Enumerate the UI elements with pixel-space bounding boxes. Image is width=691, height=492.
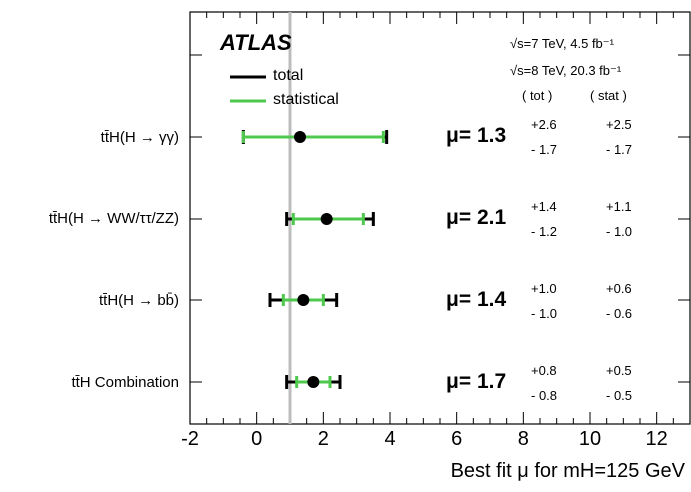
category-label: tt̄H(H → WW/ττ/ZZ): [48, 210, 179, 227]
legend-stat-label: statistical: [273, 91, 339, 108]
mu-point: [320, 213, 333, 225]
stat-down: - 1.7: [606, 142, 633, 157]
x-tick-label: 0: [251, 428, 263, 450]
mu-point: [307, 376, 320, 388]
stat-up: +0.6: [606, 281, 632, 296]
mu-value: μ= 2.1: [446, 206, 507, 229]
x-tick-label: 8: [517, 428, 529, 450]
category-label: tt̄H(H → γγ): [100, 129, 179, 146]
x-tick-label: 2: [317, 428, 329, 450]
mu-point: [294, 131, 306, 143]
atlas-logo: ATLAS: [220, 30, 292, 55]
tot-down: - 1.0: [531, 306, 558, 321]
mu-point: [297, 294, 310, 306]
tot-down: - 1.7: [531, 142, 558, 157]
stat-up: +1.1: [606, 199, 632, 214]
x-tick-label: 4: [384, 428, 396, 450]
energy-line-8tev: √s=8 TeV, 20.3 fb⁻¹: [510, 63, 622, 78]
header-stat: ( stat ): [590, 88, 627, 103]
x-tick-label: 12: [645, 428, 668, 450]
header-tot: ( tot ): [522, 88, 553, 103]
stat-down: - 0.6: [606, 306, 633, 321]
stat-down: - 0.5: [606, 388, 633, 403]
tot-down: - 0.8: [531, 388, 558, 403]
tot-up: +1.0: [531, 281, 557, 296]
tot-up: +1.4: [531, 199, 557, 214]
mu-value: μ= 1.3: [446, 124, 507, 147]
mu-value: μ= 1.7: [446, 370, 507, 393]
x-axis-title: Best fit μ for mH=125 GeV: [450, 460, 685, 482]
energy-line-7tev: √s=7 TeV, 4.5 fb⁻¹: [510, 36, 614, 51]
y-axis-ticks: [190, 54, 690, 383]
x-tick-label: 10: [578, 428, 602, 450]
error-bars: [241, 130, 389, 389]
x-tick-label: -2: [181, 428, 199, 450]
mu-value: μ= 1.4: [446, 288, 507, 311]
category-label: tt̄H Combination: [71, 374, 179, 391]
x-tick-label: 6: [451, 428, 463, 450]
tot-up: +0.8: [531, 363, 557, 378]
stat-up: +0.5: [606, 363, 632, 378]
legend-total-label: total: [273, 67, 304, 84]
stat-down: - 1.0: [606, 224, 633, 239]
tot-down: - 1.2: [531, 224, 558, 239]
stat-up: +2.5: [606, 117, 632, 132]
category-label: tt̄H(H → bb̄): [98, 292, 179, 309]
tot-up: +2.6: [531, 117, 557, 132]
